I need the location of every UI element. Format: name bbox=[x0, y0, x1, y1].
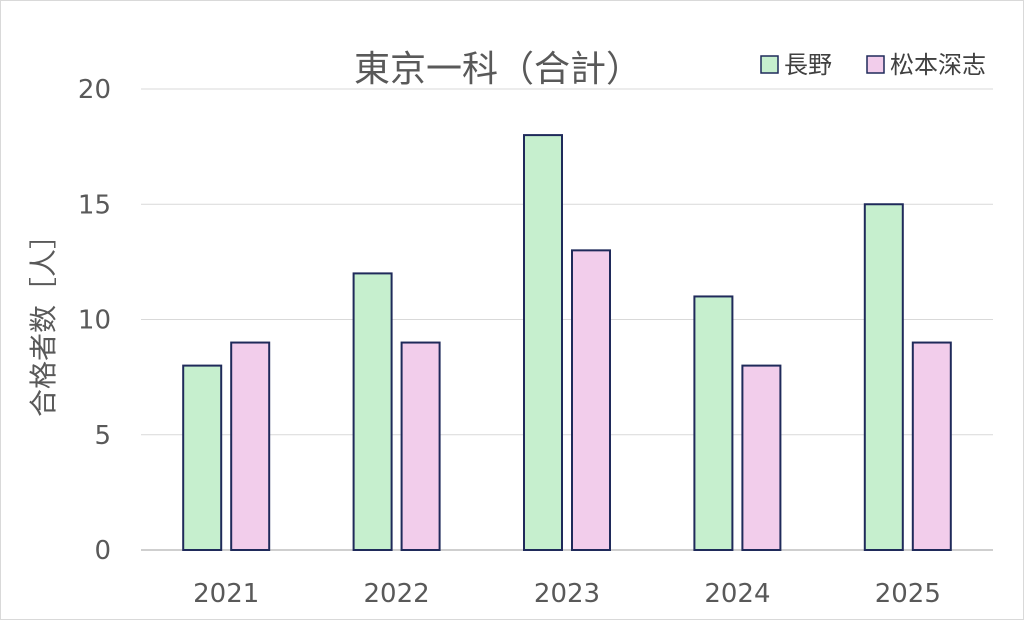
y-tick-labels: 0 5 10 15 20 bbox=[78, 75, 111, 566]
bar-matsumoto-fukashi-2021 bbox=[230, 341, 271, 551]
bar-nagano-2021 bbox=[182, 364, 223, 551]
legend-label-matsumoto-fukashi: 松本深志 bbox=[890, 51, 986, 79]
x-tick-label: 2022 bbox=[364, 579, 430, 609]
y-axis-title: 合格者数［人］ bbox=[27, 221, 60, 417]
bar-nagano-2022 bbox=[352, 272, 393, 551]
bars bbox=[182, 134, 952, 552]
legend-label-nagano: 長野 bbox=[784, 51, 832, 79]
legend-swatch-matsumoto-fukashi bbox=[866, 55, 885, 74]
x-tick-label: 2025 bbox=[875, 579, 941, 609]
x-tick-label: 2021 bbox=[193, 579, 259, 609]
legend: 長野 松本深志 bbox=[760, 51, 986, 79]
bar-matsumoto-fukashi-2022 bbox=[400, 341, 441, 551]
bar-matsumoto-fukashi-2025 bbox=[911, 341, 952, 551]
bar-matsumoto-fukashi-2024 bbox=[741, 364, 782, 551]
legend-swatch-nagano bbox=[760, 55, 779, 74]
x-tick-label: 2024 bbox=[704, 579, 770, 609]
y-tick-label: 15 bbox=[78, 190, 111, 220]
bar-nagano-2024 bbox=[693, 295, 734, 552]
y-tick-label: 10 bbox=[78, 306, 111, 336]
chart-title: 東京一科（合計） bbox=[354, 49, 642, 90]
gridlines bbox=[141, 88, 993, 551]
x-tick-label: 2023 bbox=[534, 579, 600, 609]
y-tick-label: 20 bbox=[78, 75, 111, 105]
bar-nagano-2025 bbox=[863, 203, 904, 551]
x-tick-labels: 2021 2022 2023 2024 2025 bbox=[193, 579, 941, 609]
bar-matsumoto-fukashi-2023 bbox=[571, 249, 611, 551]
y-tick-label: 5 bbox=[94, 421, 111, 451]
bar-nagano-2023 bbox=[523, 134, 563, 551]
y-tick-label: 0 bbox=[94, 536, 111, 566]
